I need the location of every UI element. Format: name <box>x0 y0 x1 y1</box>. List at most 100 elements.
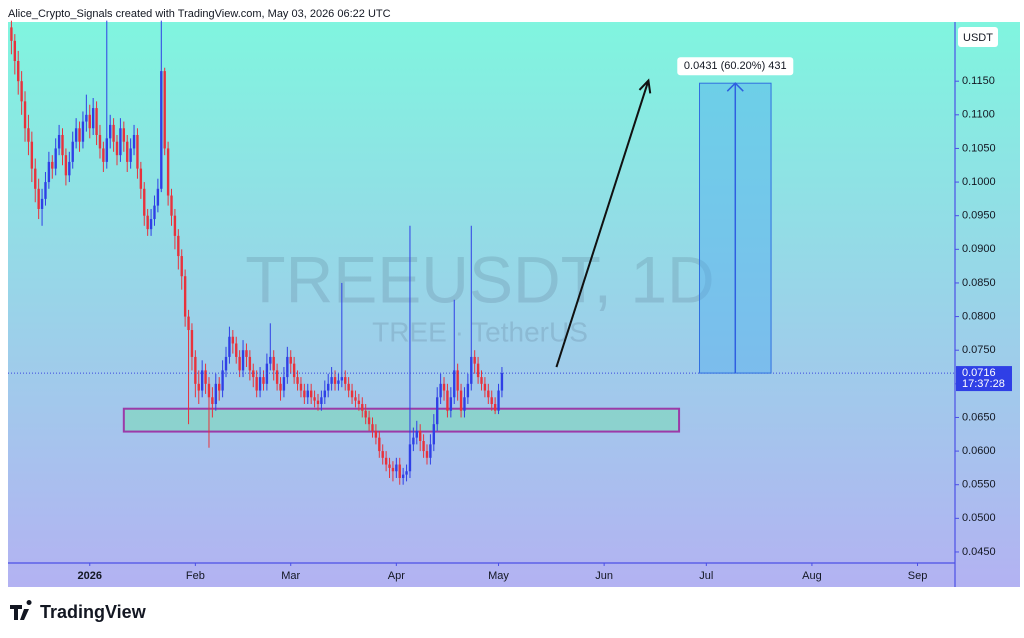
candle-body <box>476 363 480 378</box>
candle-body <box>252 370 255 378</box>
candle-body <box>204 370 207 384</box>
candle-body <box>112 124 115 142</box>
candle-body <box>265 363 269 384</box>
candle-body <box>357 400 361 405</box>
candle-body <box>190 330 194 357</box>
x-tick-label: Feb <box>186 570 205 582</box>
candle-body <box>71 141 74 162</box>
target-arrow-head <box>726 82 744 92</box>
candle-body <box>91 108 95 129</box>
x-tick-label: Jul <box>699 570 713 582</box>
candle-body <box>388 464 391 468</box>
candle-body <box>350 390 354 398</box>
candle-body <box>102 148 105 162</box>
candle-body <box>64 155 68 176</box>
header: Alice_Crypto_Signals created with Tradin… <box>8 8 391 20</box>
candle-body <box>74 128 78 142</box>
candle-body <box>463 397 466 411</box>
support-zone <box>122 407 681 433</box>
candle-body <box>303 390 306 398</box>
candle-body <box>54 148 57 169</box>
y-tick-label: 0.1000 <box>962 176 996 188</box>
candle-body <box>23 101 27 129</box>
candle-body <box>269 356 272 364</box>
candle-body <box>122 128 126 142</box>
candle-body <box>166 148 170 196</box>
candle-body <box>180 256 183 277</box>
target-label-box <box>677 57 794 76</box>
candle-body <box>88 114 91 129</box>
candle-body <box>320 397 323 405</box>
y-tick-label: 0.0450 <box>962 546 996 558</box>
candle-body <box>272 356 275 371</box>
candle-body <box>105 138 108 162</box>
last-price-label: 0.0716 <box>962 367 996 379</box>
candle-body <box>286 356 289 378</box>
candle-body <box>160 71 163 189</box>
y-tick-label: 0.0650 <box>962 411 996 423</box>
candle-body <box>109 124 112 139</box>
y-tick-label: 0.0850 <box>962 277 996 289</box>
candle-body <box>436 397 439 425</box>
candle-body <box>40 198 44 209</box>
candle-body <box>214 383 217 405</box>
candle-body <box>296 377 299 384</box>
candle-body <box>115 141 119 156</box>
candle-body <box>17 61 20 82</box>
candle-body <box>418 430 422 441</box>
y-tick-label: 0.0550 <box>962 479 996 491</box>
watermark-subtitle: TREE · TetherUS <box>372 316 588 347</box>
y-tick-label: 0.0750 <box>962 344 996 356</box>
candle-body <box>408 444 412 472</box>
candle-body <box>61 134 64 156</box>
candle-body <box>405 471 408 475</box>
y-tick-label: 0.1150 <box>962 75 995 87</box>
candle-body <box>384 457 388 465</box>
candle-body <box>309 390 313 398</box>
x-tick-label: 2026 <box>78 570 102 582</box>
candle-body <box>85 114 88 122</box>
candle-body <box>262 377 265 384</box>
candle-body <box>415 430 418 438</box>
candle-body <box>347 383 350 391</box>
candle-body <box>473 356 476 364</box>
candle-body <box>299 383 303 391</box>
candle-body <box>289 356 292 364</box>
candle-body <box>316 400 320 405</box>
candle-body <box>143 188 146 216</box>
candle-body <box>330 377 333 384</box>
candle-body <box>68 161 71 176</box>
candle-body <box>361 404 364 411</box>
candle-body <box>98 134 102 149</box>
brand: TradingView <box>40 602 147 622</box>
candle-body <box>412 437 415 445</box>
projection-arrow-head <box>638 78 652 94</box>
candle-body <box>153 205 156 220</box>
candle-body <box>337 380 340 384</box>
candle-body <box>483 383 487 391</box>
candle-body <box>197 383 200 391</box>
candle-body <box>255 377 258 391</box>
candle-body <box>13 40 17 62</box>
candle-body <box>156 188 160 206</box>
candle-body <box>136 134 139 169</box>
candle-body <box>466 383 470 398</box>
watermark: TREEUSDT, 1D <box>245 242 714 316</box>
candle-body <box>245 350 248 357</box>
y-tick-label: 0.0800 <box>962 310 996 322</box>
chart-background <box>8 22 1020 587</box>
y-tick-label: 0.1050 <box>962 142 996 154</box>
candle-body <box>490 397 493 405</box>
candle-body <box>381 451 384 458</box>
candle-body <box>327 383 330 391</box>
candle-body <box>78 128 81 142</box>
candle-body <box>333 377 337 384</box>
projection-arrow <box>555 80 650 368</box>
candle-body <box>187 316 190 331</box>
candle-body <box>446 390 449 411</box>
candle-body <box>493 404 497 411</box>
x-tick-label: Jun <box>595 570 613 582</box>
candle-body <box>323 390 326 398</box>
